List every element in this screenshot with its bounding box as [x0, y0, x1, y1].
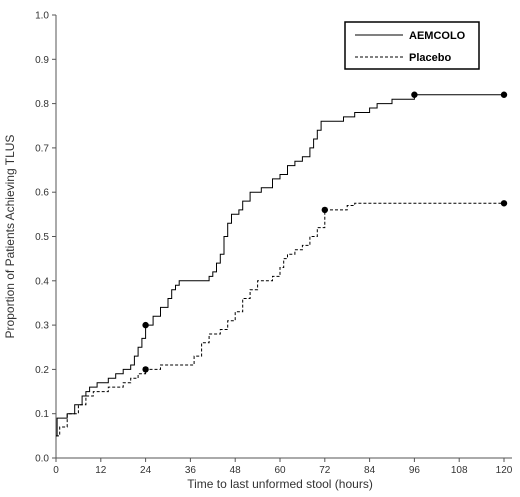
- x-tick-label: 24: [140, 465, 152, 476]
- series-marker-aemcolo: [142, 321, 149, 329]
- y-axis-title: Proportion of Patients Achieving TLUS: [3, 135, 17, 339]
- y-tick-label: 0.5: [35, 232, 49, 243]
- series-marker-aemcolo: [411, 91, 418, 98]
- legend-box: [344, 21, 480, 70]
- x-tick-label: 48: [230, 465, 242, 476]
- series-line-placebo: [56, 202, 504, 437]
- x-tick-label: 36: [185, 465, 197, 476]
- series-aemcolo: [56, 91, 508, 437]
- y-tick-label: 0.3: [35, 321, 49, 332]
- series-line-aemcolo: [56, 94, 504, 437]
- series-marker-placebo: [142, 366, 149, 373]
- y-tick-label: 0.4: [35, 276, 49, 287]
- axes: 0.0 0.1 0.2 0.3 0.4 0.5 0.6 0.7 0.8 0.9 1.0 0 12 24 36…: [3, 11, 513, 492]
- y-tick-label: 0.6: [35, 188, 49, 199]
- y-tick-label: 0.9: [35, 55, 49, 66]
- y-tick-label: 0.8: [35, 99, 49, 110]
- legend-label-placebo: Placebo: [409, 52, 451, 64]
- x-tick-label: 0: [53, 465, 59, 476]
- y-tick-label: 0.2: [35, 365, 49, 376]
- series-marker-placebo: [321, 206, 328, 214]
- x-tick-label: 84: [364, 465, 376, 476]
- series-layer: [56, 91, 508, 437]
- x-tick-label: 108: [451, 465, 468, 476]
- x-axis-title: Time to last unformed stool (hours): [187, 477, 373, 491]
- x-tick-label: 60: [274, 465, 286, 476]
- x-tick-label: 72: [319, 465, 331, 476]
- x-tick-label: 120: [496, 465, 513, 476]
- series-marker-aemcolo: [500, 91, 508, 98]
- y-tick-label: 0.7: [35, 143, 49, 154]
- x-tick-label: 96: [409, 465, 421, 476]
- series-placebo: [56, 200, 508, 437]
- y-tick-label: 0.0: [35, 454, 49, 465]
- y-tick-label: 0.1: [35, 409, 49, 420]
- series-marker-placebo: [500, 200, 508, 207]
- legend: AEMCOLO Placebo: [344, 21, 480, 70]
- legend-label-aemcolo: AEMCOLO: [409, 30, 466, 42]
- y-tick-label: 1.0: [35, 11, 49, 22]
- x-tick-label: 12: [95, 465, 107, 476]
